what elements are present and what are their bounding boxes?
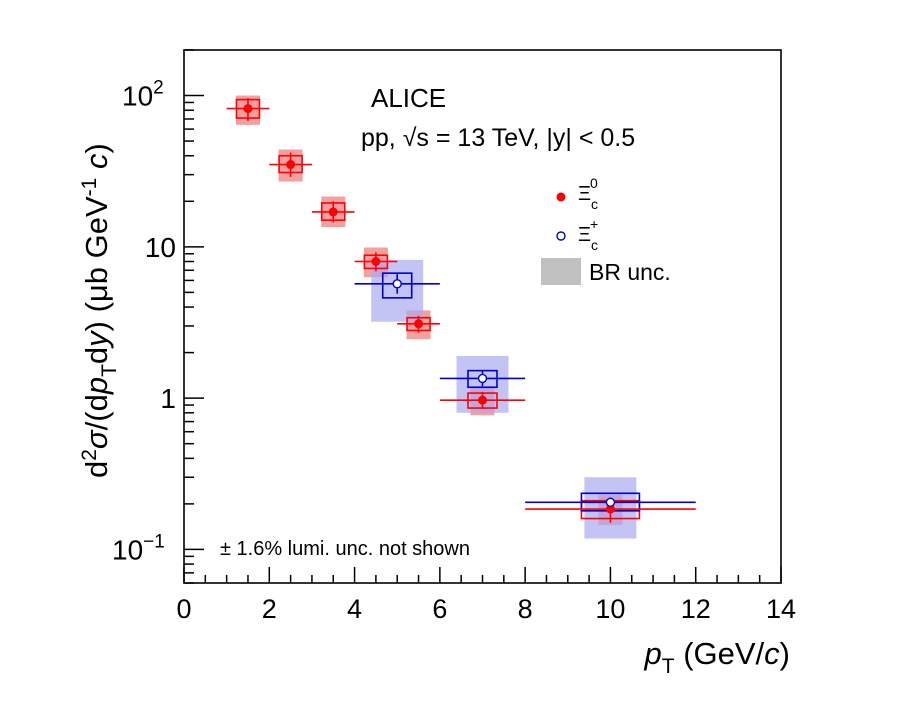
data-markers [243, 104, 616, 514]
legend-marker-xic0 [556, 192, 566, 202]
xic0-point-5 [478, 395, 487, 405]
footnote: ± 1.6% lumi. unc. not shown [220, 538, 470, 560]
y-tick-label: 1 [160, 383, 176, 414]
y-tick-label: 10 [145, 232, 176, 263]
xicplus-point-2 [605, 497, 616, 507]
tick-labels: 0 2 4 6 8 10 12 14 10−1 1 10 102 [112, 78, 796, 624]
legend-br-swatch [541, 258, 581, 285]
br-uncertainty-bands [235, 95, 637, 539]
axis-ticks [183, 49, 782, 584]
experiment-label: ALICE [371, 83, 446, 113]
xicplus-point-0 [392, 279, 402, 289]
x-tick-label: 6 [432, 594, 447, 624]
x-tick-label: 0 [176, 594, 191, 624]
xic0-point-0 [243, 104, 253, 114]
xicplus-syst-box-0 [381, 272, 413, 299]
x-tick-label: 8 [518, 594, 533, 624]
legend-br-label: BR unc. [589, 259, 671, 285]
xic0-point-1 [286, 160, 296, 170]
x-tick-label: 4 [347, 594, 362, 624]
y-tick-label: 10−1 [112, 531, 165, 565]
legend-label-xic0: Ξc0 [578, 175, 598, 212]
xic0-point-6 [605, 504, 615, 514]
y-axis-title: d2σ/(dpTdy) (μb GeV-1 c) [78, 143, 121, 478]
xic0-point-4 [414, 319, 424, 329]
conditions-label: pp, √s = 13 TeV, |y| < 0.5 [361, 124, 635, 152]
x-axis-title: pT (GeV/c) [644, 636, 791, 678]
y-tick-label: 102 [122, 78, 164, 112]
legend: Ξc0 Ξc+ BR unc. [541, 175, 671, 285]
x-tick-label: 14 [766, 594, 796, 624]
x-tick-label: 2 [262, 594, 277, 624]
x-tick-label: 12 [681, 594, 711, 624]
legend-label-xicplus: Ξc+ [578, 216, 598, 253]
xic0-point-3 [371, 257, 381, 267]
legend-marker-xicplus [556, 231, 566, 241]
xicplus-point-1 [477, 373, 488, 384]
x-tick-label: 10 [595, 594, 625, 624]
xic0-point-2 [328, 207, 338, 217]
